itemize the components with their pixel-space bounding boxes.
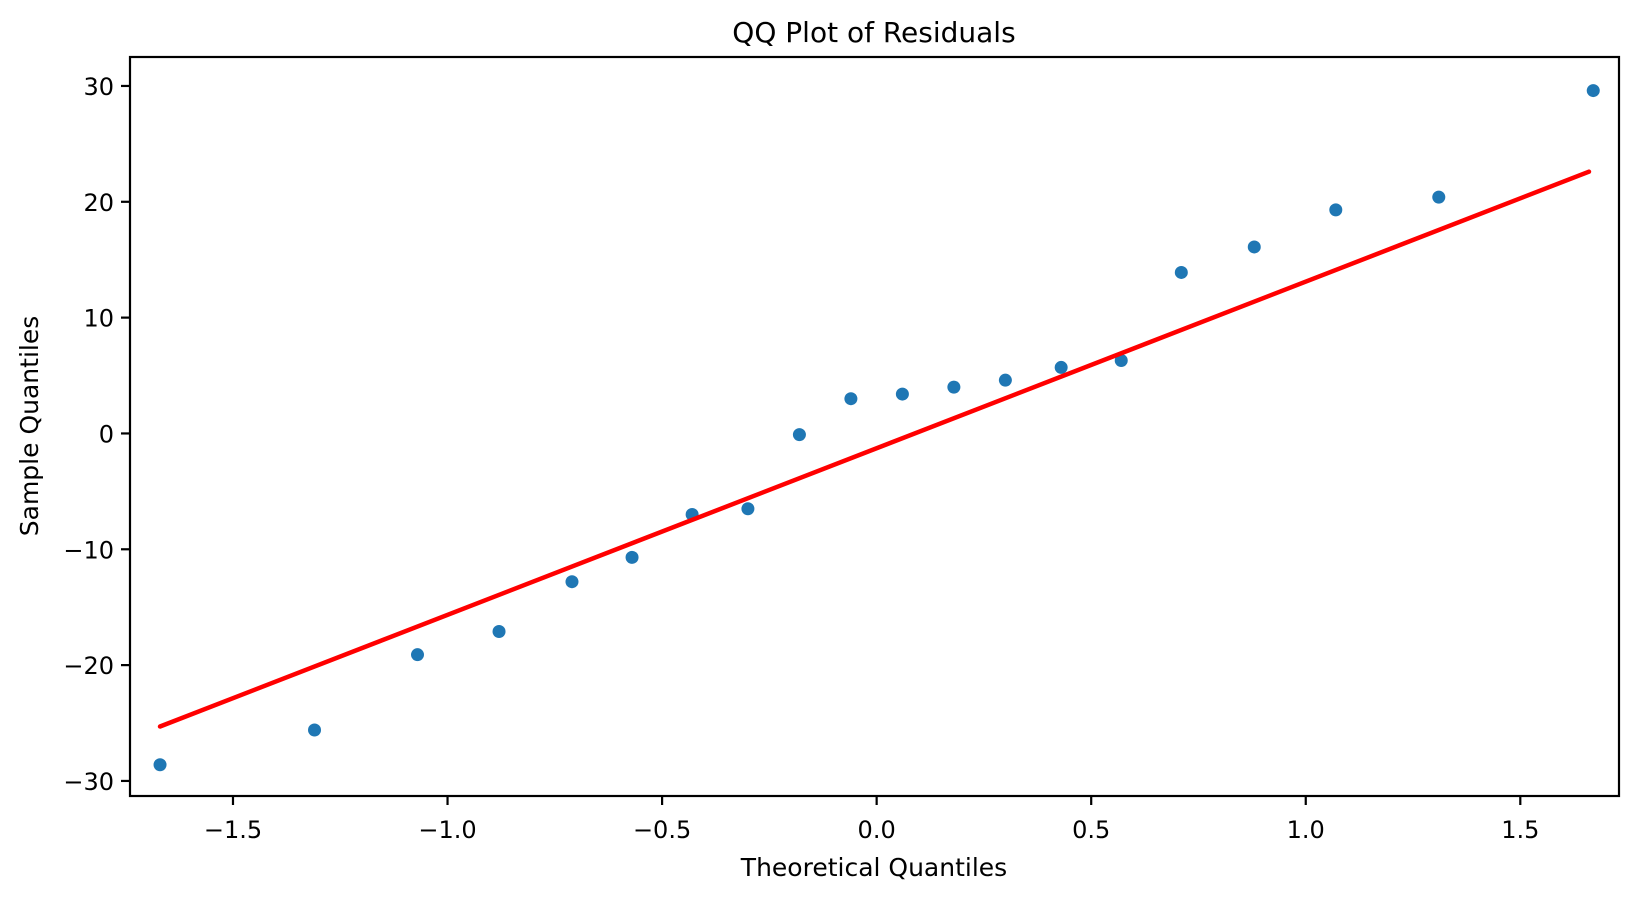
- x-tick-label: −1.0: [418, 816, 476, 844]
- scatter-point: [1054, 360, 1068, 374]
- scatter-point: [1114, 353, 1128, 367]
- chart-series-layer: [153, 84, 1600, 772]
- y-tick-label: −10: [63, 536, 114, 564]
- x-tick-label: 0.5: [1072, 816, 1110, 844]
- x-tick-label: 0.0: [858, 816, 896, 844]
- chart-axes-layer: −1.5 −1.0 −0.5 0.0 0.5 1.0 1.5 −30 −20 −10 0 10 20 30: [63, 55, 1621, 844]
- scatter-point: [565, 575, 579, 589]
- scatter-point: [947, 380, 961, 394]
- chart-title: QQ Plot of Residuals: [732, 16, 1015, 49]
- scatter-point: [153, 758, 167, 772]
- x-tick-label: 1.5: [1501, 816, 1539, 844]
- x-axis-label: Theoretical Quantiles: [740, 853, 1007, 882]
- scatter-point: [308, 723, 322, 737]
- plot-frame: [128, 55, 1621, 798]
- scatter-point: [625, 550, 639, 564]
- scatter-point: [1247, 240, 1261, 254]
- y-tick-label: 10: [83, 305, 114, 333]
- scatter-point: [1329, 203, 1343, 217]
- x-tick-label: 1.0: [1287, 816, 1325, 844]
- x-tick-label: −0.5: [633, 816, 691, 844]
- scatter-point: [1586, 84, 1600, 98]
- y-tick-label: 0: [99, 420, 114, 448]
- scatter-point: [741, 502, 755, 516]
- scatter-point: [1174, 265, 1188, 279]
- y-tick-label: 20: [83, 189, 114, 217]
- scatter-point: [844, 392, 858, 406]
- y-axis-label: Sample Quantiles: [15, 316, 44, 536]
- scatter-point: [1432, 190, 1446, 204]
- scatter-point: [411, 648, 425, 662]
- y-tick-label: 30: [83, 73, 114, 101]
- reference-line: [157, 169, 1592, 729]
- scatter-point: [895, 387, 909, 401]
- scatter-point: [492, 625, 506, 639]
- y-tick-label: −30: [63, 768, 114, 796]
- x-tick-label: −1.5: [204, 816, 262, 844]
- scatter-point: [998, 373, 1012, 387]
- y-tick-label: −20: [63, 652, 114, 680]
- scatter-point: [792, 428, 806, 442]
